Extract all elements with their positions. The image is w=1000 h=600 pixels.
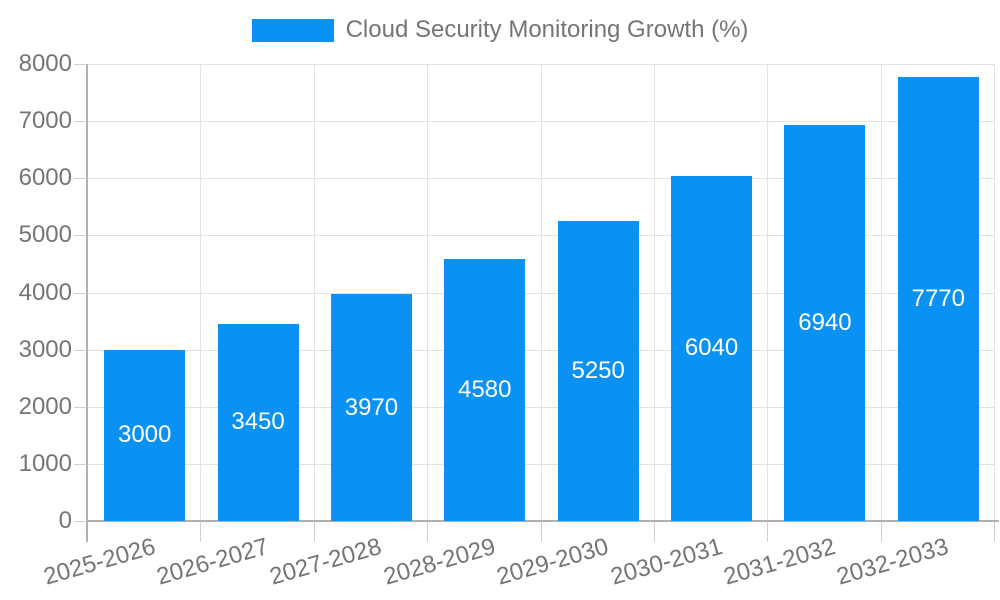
- bar[interactable]: 4580: [444, 259, 526, 521]
- x-axis-tick: [994, 522, 995, 542]
- vertical-gridline: [767, 64, 769, 521]
- y-axis-tick: [74, 178, 87, 180]
- horizontal-gridline: [88, 178, 995, 180]
- vertical-gridline: [200, 64, 202, 521]
- x-axis-tick: [540, 522, 542, 542]
- y-axis-tick: [74, 292, 87, 294]
- bar-value-label: 4580: [458, 376, 512, 404]
- y-axis-tick: [74, 121, 87, 123]
- chart-legend: Cloud Security Monitoring Growth (%): [0, 12, 1000, 48]
- y-axis-tick-label: 3000: [18, 335, 72, 363]
- y-axis-tick-label: 2000: [18, 392, 72, 420]
- bar[interactable]: 6040: [671, 175, 753, 521]
- y-axis-line: [86, 64, 88, 542]
- x-axis-tick: [767, 522, 769, 542]
- y-axis-tick: [74, 235, 87, 237]
- x-axis-tick: [200, 522, 202, 542]
- x-axis-tick: [880, 522, 882, 542]
- bar[interactable]: 5250: [557, 221, 639, 521]
- bar-value-label: 3970: [344, 393, 399, 421]
- vertical-gridline: [880, 64, 882, 521]
- x-axis-tick: [427, 522, 429, 542]
- y-axis-tick-label: 6000: [18, 164, 72, 192]
- bar-value-label: 3000: [117, 421, 172, 449]
- plot-area: [88, 64, 995, 521]
- x-axis-tick: [653, 522, 655, 542]
- bar[interactable]: 3970: [330, 294, 412, 521]
- vertical-gridline: [653, 64, 655, 521]
- y-axis-tick: [74, 64, 87, 65]
- y-axis-tick: [74, 463, 87, 465]
- bar[interactable]: 6940: [784, 124, 866, 521]
- vertical-gridline: [313, 64, 315, 521]
- horizontal-gridline: [88, 349, 995, 351]
- x-axis-tick: [313, 522, 315, 542]
- y-axis-tick-label: 8000: [18, 50, 72, 77]
- vertical-gridline: [994, 64, 995, 521]
- y-axis-tick-label: 1000: [18, 449, 72, 477]
- horizontal-gridline: [88, 235, 995, 237]
- horizontal-gridline: [88, 64, 995, 65]
- horizontal-gridline: [88, 406, 995, 408]
- legend-swatch[interactable]: [251, 18, 334, 42]
- horizontal-gridline: [88, 121, 995, 123]
- bar[interactable]: 7770: [897, 77, 979, 521]
- y-axis-tick-label: 7000: [18, 107, 72, 135]
- y-axis-tick-label: 4000: [18, 278, 72, 306]
- y-axis-tick: [74, 406, 87, 408]
- y-axis-tick: [74, 349, 87, 351]
- y-axis-tick: [74, 521, 87, 522]
- vertical-gridline: [540, 64, 542, 521]
- horizontal-gridline: [88, 463, 995, 465]
- bar-value-label: 5250: [571, 357, 625, 385]
- bar[interactable]: 3450: [217, 323, 299, 521]
- x-axis-line: [88, 520, 999, 522]
- y-axis-tick-label: 0: [58, 507, 72, 534]
- bar-value-label: 6940: [798, 308, 852, 336]
- bar[interactable]: 3000: [104, 349, 186, 521]
- bar-value-label: 3450: [231, 408, 285, 436]
- horizontal-gridline: [88, 292, 995, 294]
- bar-value-label: 6040: [684, 334, 739, 362]
- legend-series-label[interactable]: Cloud Security Monitoring Growth (%): [345, 16, 749, 43]
- vertical-gridline: [427, 64, 429, 521]
- bar-value-label: 7770: [911, 285, 965, 313]
- y-axis-tick-label: 5000: [18, 221, 72, 249]
